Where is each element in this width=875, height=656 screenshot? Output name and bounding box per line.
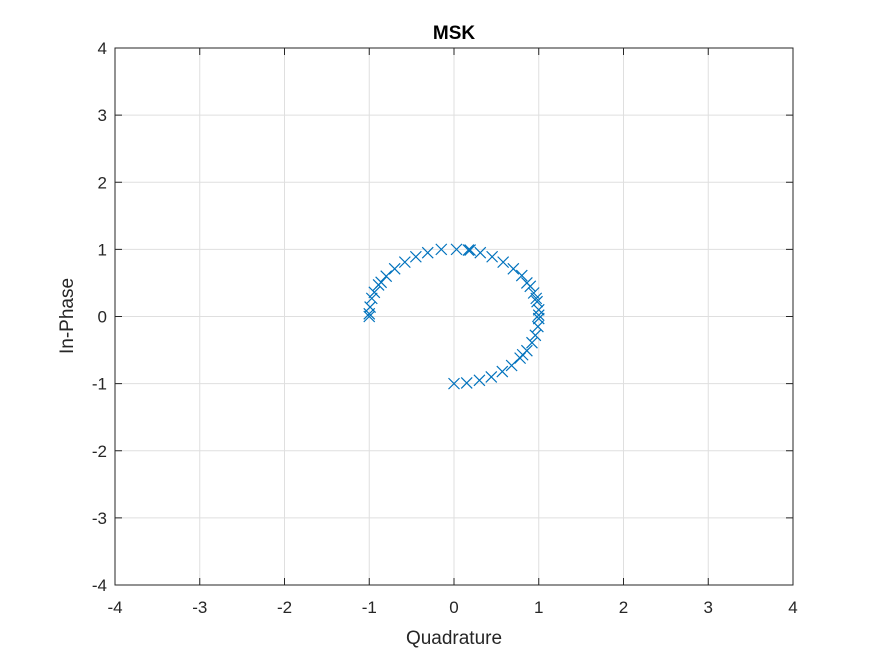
data-point-marker: [505, 359, 518, 372]
data-point-marker: [448, 377, 460, 390]
data-point-marker: [532, 303, 545, 316]
data-point-marker: [464, 244, 477, 256]
x-tick-label: 1: [534, 598, 543, 617]
data-point-marker: [520, 277, 533, 289]
x-tick-label: -2: [277, 598, 292, 617]
data-point-marker: [532, 312, 545, 325]
data-point-marker: [398, 256, 411, 269]
data-point-marker: [372, 279, 385, 291]
data-point-marker: [496, 365, 509, 378]
x-axis-label: Quadrature: [406, 628, 502, 649]
data-point-marker: [363, 307, 376, 320]
x-tick-label: 2: [619, 598, 628, 617]
y-axis-label: In-Phase: [57, 278, 78, 354]
data-point-marker: [388, 262, 401, 275]
data-point-marker: [421, 246, 434, 259]
y-tick-label: 1: [98, 240, 107, 259]
chart-title: MSK: [433, 23, 476, 44]
y-tick-label: 4: [98, 39, 107, 58]
data-point-marker: [380, 270, 393, 283]
y-tick-label: -2: [92, 442, 107, 461]
data-point-marker: [529, 329, 542, 342]
x-tick-label: -3: [192, 598, 207, 617]
x-tick-label: 3: [704, 598, 713, 617]
data-point-marker: [515, 269, 528, 282]
y-tick-label: 0: [98, 308, 107, 327]
data-point-marker: [368, 286, 381, 299]
data-points: [363, 243, 545, 390]
data-point-marker: [450, 243, 463, 256]
y-tick-label: 2: [98, 173, 107, 192]
x-tick-label: 0: [449, 598, 458, 617]
data-point-marker: [527, 287, 540, 299]
data-point-marker: [462, 244, 475, 256]
data-point-marker: [531, 295, 543, 308]
y-tick-label: -1: [92, 375, 107, 394]
y-tick-label: -4: [92, 576, 107, 595]
data-point-marker: [460, 377, 473, 389]
y-tick-label: -3: [92, 509, 107, 528]
x-tick-label: -1: [362, 598, 377, 617]
y-tick-labels: -4 -3 -2 -1 0 1 2 3 4: [92, 39, 107, 595]
data-point-marker: [435, 243, 448, 256]
data-point-marker: [520, 344, 533, 357]
data-point-marker: [473, 374, 486, 387]
axis-ticks: [114, 47, 794, 586]
data-point-marker: [532, 309, 545, 322]
y-tick-label: 3: [98, 106, 107, 125]
data-point-marker: [486, 250, 499, 263]
data-point-marker: [526, 336, 538, 349]
data-point-marker: [363, 310, 376, 323]
data-point-marker: [497, 256, 510, 269]
data-point-marker: [474, 246, 487, 259]
data-point-marker: [409, 250, 422, 263]
x-tick-labels: -4 -3 -2 -1 0 1 2 3 4: [107, 598, 797, 617]
x-tick-label: 4: [788, 598, 797, 617]
data-point-marker: [507, 262, 520, 275]
data-point-marker: [485, 370, 498, 383]
x-tick-label: -4: [107, 598, 122, 617]
